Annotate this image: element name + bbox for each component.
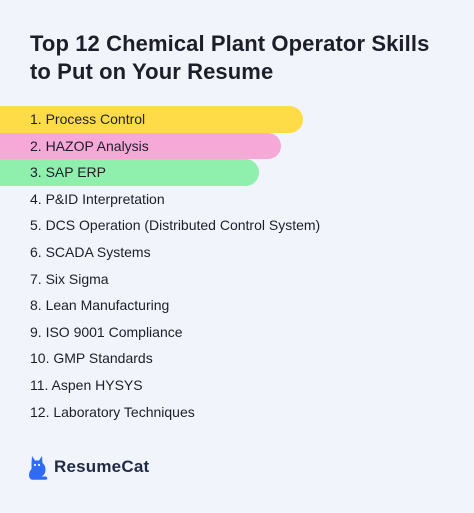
- skill-item-6: 6. SCADA Systems: [30, 243, 151, 260]
- skill-item-12: 12. Laboratory Techniques: [30, 403, 195, 420]
- skill-item-1: 1. Process Control: [0, 106, 303, 133]
- skills-list: 1. Process Control 2. HAZOP Analysis 3. …: [0, 106, 320, 425]
- skill-item-10: 10. GMP Standards: [30, 350, 153, 367]
- skill-item-3: 3. SAP ERP: [0, 159, 259, 186]
- skill-item-8: 8. Lean Manufacturing: [30, 297, 170, 314]
- skill-item-11: 11. Aspen HYSYS: [30, 376, 143, 393]
- cat-icon: [28, 454, 48, 480]
- skill-item-5: 5. DCS Operation (Distributed Control Sy…: [30, 217, 321, 234]
- skill-item-7: 7. Six Sigma: [30, 270, 109, 287]
- skill-item-4: 4. P&ID Interpretation: [30, 190, 165, 207]
- skill-item-9: 9. ISO 9001 Compliance: [30, 323, 183, 340]
- skill-item-2: 2. HAZOP Analysis: [0, 132, 281, 160]
- brand-logo: ResumeCat: [28, 454, 149, 480]
- page-title: Top 12 Chemical Plant Operator Skills to…: [30, 31, 430, 84]
- brand-name: ResumeCat: [54, 457, 150, 476]
